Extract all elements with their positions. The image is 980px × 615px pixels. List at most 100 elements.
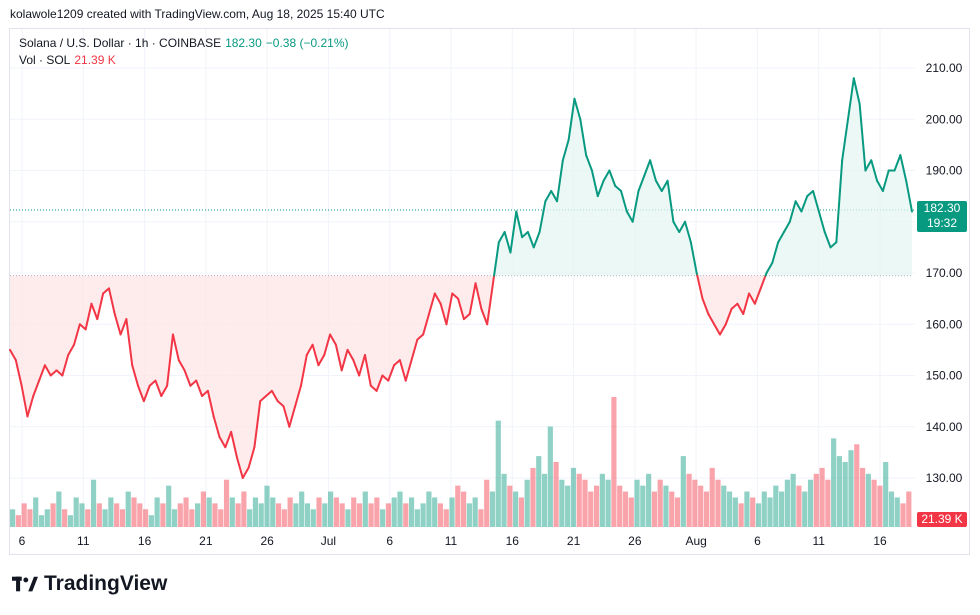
volume-bar: [218, 509, 224, 527]
volume-bar: [21, 503, 27, 527]
up-fill: [586, 155, 592, 276]
volume-bar: [420, 503, 426, 527]
volume-bar: [258, 503, 264, 527]
down-segment: [137, 384, 145, 403]
down-segment: [73, 323, 81, 346]
volume-bar: [403, 503, 409, 527]
price-axis[interactable]: 130.00140.00150.00160.00170.00180.00190.…: [926, 61, 963, 485]
down-segment: [474, 282, 483, 310]
down-segment: [492, 274, 496, 285]
up-segment: [503, 231, 512, 254]
down-segment: [171, 333, 180, 362]
down-fill: [428, 275, 435, 314]
down-segment: [195, 379, 204, 397]
x-tick-label: 21: [199, 534, 213, 548]
down-segment: [381, 374, 390, 382]
tradingview-brand[interactable]: TradingView: [12, 572, 167, 596]
down-fill: [417, 275, 424, 340]
volume-bar: [189, 509, 195, 527]
y-tick-label: 160.00: [926, 317, 963, 331]
up-fill: [783, 221, 790, 276]
volume-bar: [299, 491, 305, 527]
up-fill: [859, 103, 866, 276]
down-fill: [196, 275, 203, 396]
down-segment: [730, 302, 739, 310]
volume-bar: [859, 467, 866, 527]
down-segment: [96, 292, 105, 321]
down-fill: [126, 275, 133, 366]
volume-bar: [553, 462, 559, 527]
y-tick-label: 170.00: [926, 266, 963, 280]
down-segment: [160, 384, 169, 397]
volume-bar: [547, 426, 553, 527]
up-fill: [882, 170, 889, 276]
up-segment: [765, 261, 774, 274]
x-tick-label: 6: [386, 534, 393, 548]
volume-bar: [518, 497, 525, 527]
down-fill: [56, 275, 63, 376]
up-fill: [498, 232, 505, 276]
time-axis[interactable]: 6 11 16 21 26 Jul 6 11 16 21 26 Aug 6 11 16: [19, 534, 887, 548]
x-tick-label: 16: [506, 534, 520, 548]
down-fill: [62, 275, 69, 376]
volume-bar: [449, 497, 455, 527]
up-segment: [771, 241, 780, 264]
volume-bar: [33, 497, 39, 527]
volume-bar: [825, 479, 831, 527]
volume-bar: [513, 491, 519, 527]
down-fill: [359, 275, 365, 376]
volume-bar: [287, 497, 293, 527]
volume-bar: [437, 503, 444, 527]
up-segment: [532, 231, 541, 249]
volume-bar: [790, 473, 796, 527]
up-segment: [817, 210, 826, 233]
up-segment: [561, 138, 570, 162]
legend-symbol[interactable]: Solana / U.S. Dollar · 1h · COINBASE: [19, 36, 222, 50]
chart-pane[interactable]: [9, 28, 970, 555]
volume-bar: [883, 462, 889, 527]
up-fill: [609, 170, 616, 276]
down-segment: [26, 395, 35, 418]
down-segment: [736, 302, 745, 315]
down-segment: [177, 359, 186, 372]
volume-bar: [38, 515, 45, 527]
up-fill: [527, 232, 534, 276]
volume-bar: [142, 509, 149, 527]
volume-bar: [484, 479, 490, 527]
volume-bar: [582, 479, 588, 527]
down-fill: [318, 275, 325, 366]
down-fill: [388, 275, 395, 381]
down-segment: [230, 430, 238, 459]
x-tick-label: 11: [812, 534, 825, 548]
down-segment: [305, 343, 314, 356]
volume-bar: [565, 485, 571, 527]
volume-bar: [703, 491, 710, 527]
volume-bar: [784, 479, 790, 527]
down-fill: [114, 275, 121, 335]
down-segment: [90, 302, 99, 321]
volume-bar: [270, 497, 276, 527]
legend-vol-label[interactable]: Vol · SOL: [19, 53, 71, 67]
down-segment: [142, 384, 151, 403]
up-fill: [801, 196, 808, 276]
up-segment: [590, 169, 599, 198]
down-segment: [218, 436, 227, 449]
down-fill: [731, 275, 738, 309]
volume-bar: [15, 515, 21, 527]
volume-bar: [877, 485, 883, 527]
legend-vol-value: 21.39 K: [74, 53, 116, 67]
up-segment: [812, 190, 820, 213]
down-fill: [242, 275, 249, 478]
down-fill: [85, 275, 92, 330]
volume-bar: [455, 485, 461, 527]
volume-bar: [304, 503, 311, 527]
volume-bar: [674, 497, 681, 527]
down-fill: [167, 275, 173, 386]
volume-bar: [651, 491, 657, 527]
down-segment: [742, 292, 751, 315]
down-segment: [718, 323, 727, 336]
volume-bar: [79, 503, 85, 527]
volume-bar: [900, 503, 906, 527]
down-segment: [9, 348, 17, 362]
